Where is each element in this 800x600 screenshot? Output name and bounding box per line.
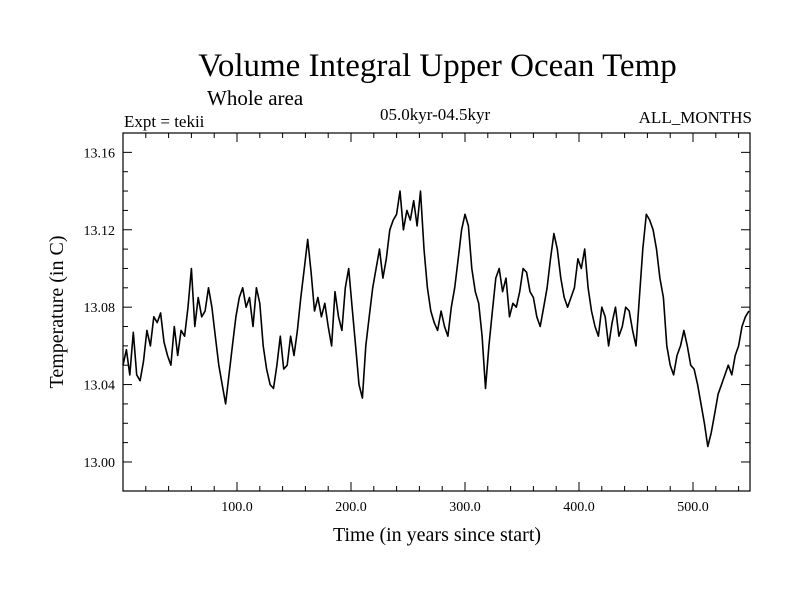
series-line [122,190,750,448]
y-tick-label: 13.00 [84,456,116,471]
x-tick-label: 200.0 [335,500,367,515]
y-axis-label: Temperature (in C) [46,236,68,389]
x-tick-label: 100.0 [221,500,253,515]
chart-title: Volume Integral Upper Ocean Temp [198,48,677,84]
axis-ticks [123,133,750,491]
y-tick-label: 13.08 [84,301,116,316]
chart-subtitle: Whole area [207,86,304,110]
x-tick-label: 300.0 [449,500,481,515]
y-tick-label: 13.16 [84,146,116,161]
y-tick-label: 13.12 [84,224,116,239]
months-label: ALL_MONTHS [638,108,752,127]
plot-frame [122,132,751,492]
x-axis-label: Time (in years since start) [333,524,541,546]
tick-labels: 100.0 200.0 300.0 400.0 500.0 13.00 13.04 13.08… [84,146,709,515]
x-tick-label: 400.0 [563,500,595,515]
time-range-label: 05.0kyr-04.5kyr [380,105,491,124]
experiment-label: Expt = tekii [124,112,205,131]
y-tick-label: 13.04 [84,379,116,394]
x-tick-label: 500.0 [677,500,709,515]
series-group [122,190,750,448]
